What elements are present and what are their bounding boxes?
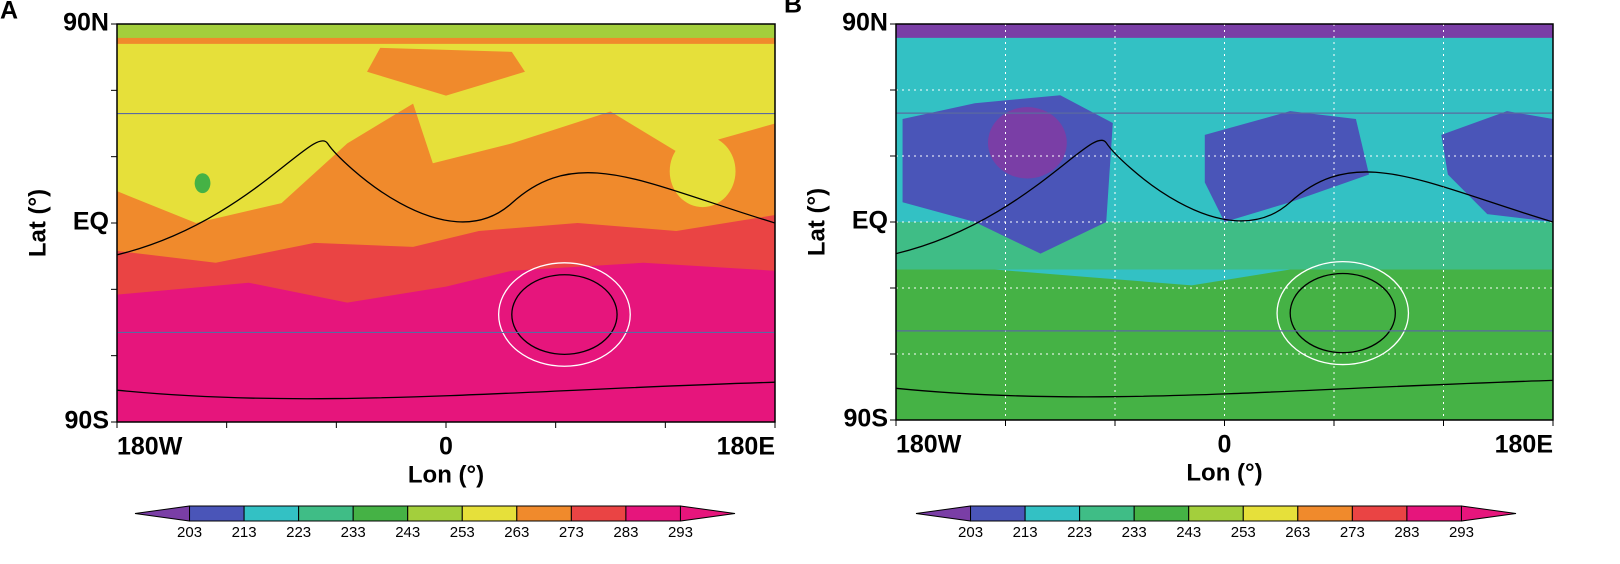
- x-tick-label: 0: [439, 433, 453, 461]
- colorbar-segment: [243, 505, 300, 522]
- colorbar-arrow: [134, 505, 191, 522]
- orange-patch: [367, 47, 525, 96]
- colorbar-arrow: [679, 505, 736, 522]
- colorbar-arrow: [915, 505, 972, 522]
- cool-band: [117, 43, 775, 224]
- colorbar-label: 223: [1067, 524, 1092, 541]
- colorbar-segment: [1297, 505, 1353, 522]
- colorbar-label: 253: [1231, 524, 1256, 541]
- y-tick-label: 90N: [842, 9, 888, 37]
- y-tick-label: EQ: [73, 208, 109, 236]
- coldest-spot: [987, 107, 1067, 179]
- colorbar-segment: [570, 505, 627, 522]
- y-axis-label: Lat (°): [803, 188, 830, 256]
- colorbar-segment: [352, 505, 409, 522]
- colorbar-label: 233: [341, 524, 366, 541]
- x-tick-label: 180W: [896, 431, 962, 459]
- colorbar: 203 213 223 233 243 253 263 273 283 293: [915, 505, 1517, 541]
- map-panel: B 90N 180W EQ 0 90S 180E Lat (°) Lon (°) 203 213 22…: [784, 0, 1554, 541]
- colorbar-label: 293: [668, 524, 693, 541]
- colorbar-segment: [1242, 505, 1299, 522]
- colorbar-label: 263: [1285, 524, 1310, 541]
- colorbar-label: 213: [1013, 524, 1038, 541]
- colorbar-segment: [625, 505, 681, 522]
- contour: [511, 274, 618, 355]
- colorbar-label: 233: [1122, 524, 1147, 541]
- colorbar-label: 223: [286, 524, 311, 541]
- x-axis-label: Lon (°): [1186, 459, 1262, 486]
- colorbar-label: 203: [958, 524, 983, 541]
- map-panel: A 90N 180W EQ 0 90S 180E Lat (°) Lon (°) 203 213 22…: [0, 0, 776, 541]
- x-tick-label: 180E: [1495, 431, 1553, 459]
- x-axis-label: Lon (°): [408, 461, 484, 488]
- colorbar-label: 293: [1449, 524, 1474, 541]
- green-spot: [194, 173, 211, 194]
- y-axis-label: Lat (°): [24, 189, 51, 257]
- polar-strip: [117, 24, 775, 38]
- contour: [896, 379, 1553, 398]
- contour: [117, 381, 775, 400]
- colorbar-label: 283: [613, 524, 638, 541]
- map-field: [117, 24, 775, 422]
- y-tick-label: 90S: [65, 407, 109, 435]
- x-tick-label: 0: [1218, 431, 1232, 459]
- colorbar-label: 273: [559, 524, 584, 541]
- colorbar-segment: [1133, 505, 1190, 522]
- colorbar-segment: [970, 505, 1026, 522]
- cool-spot: [669, 135, 736, 208]
- y-tick-label: 90S: [844, 405, 888, 433]
- colorbar-segment: [1406, 505, 1462, 522]
- colorbar-segment: [1079, 505, 1135, 522]
- colorbar-segment: [298, 505, 354, 522]
- contour: [497, 262, 631, 367]
- colorbar-label: 243: [395, 524, 420, 541]
- colorbar-segment: [1351, 505, 1408, 522]
- colorbar: 203 213 223 233 243 253 263 273 283 293: [134, 505, 736, 541]
- panel-label: B: [784, 0, 802, 19]
- colorbar-label: 203: [177, 524, 202, 541]
- colorbar-label: 273: [1340, 524, 1365, 541]
- x-tick-label: 180W: [117, 433, 183, 461]
- x-tick-label: 180E: [717, 433, 775, 461]
- colorbar-segment: [461, 505, 518, 522]
- colorbar-arrow: [1460, 505, 1517, 522]
- colorbar-label: 243: [1176, 524, 1201, 541]
- colorbar-label: 283: [1394, 524, 1419, 541]
- contour: [1276, 260, 1410, 366]
- contour: [117, 140, 775, 256]
- contour: [1289, 272, 1396, 354]
- colorbar-segment: [407, 505, 463, 522]
- colorbar-label: 213: [232, 524, 257, 541]
- contour: [896, 139, 1553, 255]
- y-tick-label: 90N: [63, 9, 109, 37]
- colorbar-segment: [189, 505, 245, 522]
- colorbar-segment: [1024, 505, 1081, 522]
- y-tick-label: EQ: [852, 207, 888, 235]
- colorbar-label: 253: [450, 524, 475, 541]
- cold-east: [1441, 111, 1553, 222]
- colorbar-label: 263: [504, 524, 529, 541]
- map-field: [896, 24, 1553, 420]
- colorbar-segment: [1188, 505, 1244, 522]
- cold-mid: [1204, 111, 1370, 222]
- colorbar-segment: [516, 505, 572, 522]
- panel-label: A: [0, 0, 18, 25]
